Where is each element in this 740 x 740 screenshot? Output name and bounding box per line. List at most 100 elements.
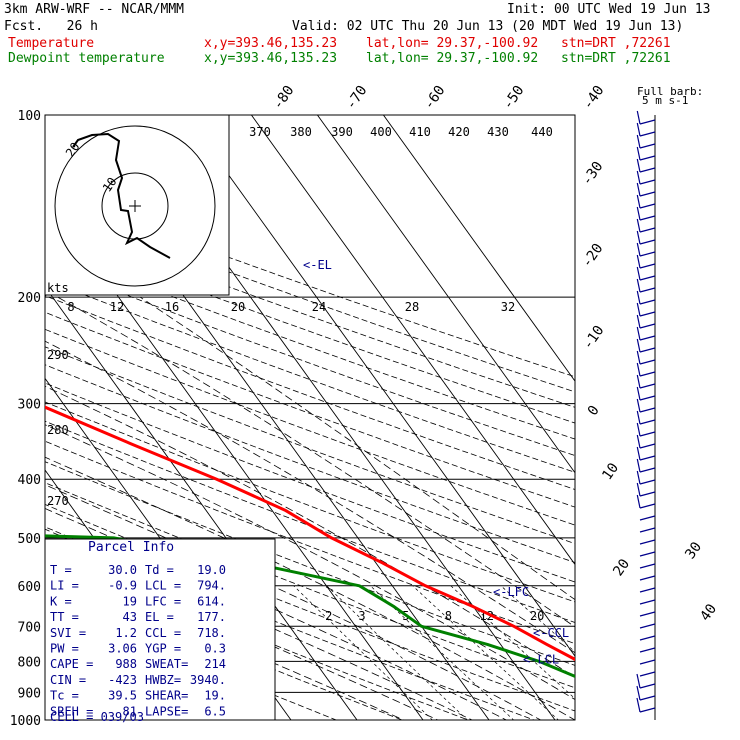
wind-barb-flag (636, 278, 641, 293)
wind-barb-staff (639, 119, 656, 125)
dry-adiabat-line (45, 247, 575, 440)
wind-barb-staff (639, 155, 656, 161)
wind-barb-staff (639, 227, 656, 233)
wind-barb-staff (639, 263, 656, 269)
isotherm-tick-label: 0 (585, 403, 603, 419)
mixing-ratio-label: 20 (530, 609, 544, 623)
isotherm-line (251, 115, 575, 566)
theta-label: 440 (531, 125, 553, 139)
dry-adiabat-line (45, 202, 575, 393)
wind-barb-flag (636, 194, 641, 209)
isotherm-tick-label: -10 (580, 323, 608, 353)
wind-barb-flag (636, 338, 641, 353)
dry-adiabat-line (45, 382, 575, 583)
wind-barb-flag (636, 254, 641, 269)
parcel-param-name: CAPE = (50, 657, 93, 671)
dewpoint-line (45, 534, 575, 679)
parcel-param-value: 988 (115, 657, 137, 671)
parcel-param-value: 718. (197, 626, 226, 640)
isotherm-tick-label: -30 (579, 159, 607, 189)
mixing-ratio-label: 2 (325, 609, 332, 623)
parcel-param-value: 794. (197, 579, 226, 593)
wind-barb-staff (639, 455, 656, 461)
wind-barb-flag (636, 422, 641, 437)
wind-barb-staff (639, 383, 656, 389)
isotherm-tick-label: 20 (610, 556, 633, 579)
wind-barb-flag (636, 482, 641, 497)
wind-barb-staff (639, 467, 656, 473)
parcel-param-name: CIN = (50, 673, 86, 687)
mixing-ratio-line (412, 585, 559, 720)
hodograph-axis-label: 16 (165, 300, 179, 314)
sounding-series (45, 405, 575, 679)
wind-barb-staff (639, 539, 656, 545)
parcel-param-value: 3940. (190, 673, 226, 687)
wind-barb-flag (636, 470, 641, 485)
wind-barb-staff (639, 311, 656, 317)
dewpoint-latlon: lat,lon= 29.37,-100.92 (366, 51, 539, 66)
theta-side-label: 290 (47, 348, 69, 362)
parcel-param-value: 3.06 (108, 642, 137, 656)
isobars: 100 200 300 400 500 600 700 800 900 1000 (10, 109, 575, 729)
wind-barb-staff (639, 527, 656, 533)
wind-barb-flag (636, 290, 641, 305)
moist-adiabat-line (139, 296, 575, 601)
hodograph-unit-label: kts (47, 281, 69, 295)
pressure-tick-label: 400 (18, 473, 41, 488)
wind-barb-flag (636, 242, 641, 257)
isotherm-tick-label: -70 (343, 83, 371, 113)
isotherm-tick-label: 30 (682, 539, 705, 562)
wind-barb-staff (639, 707, 656, 713)
wind-barb-flag (636, 494, 641, 509)
parcel-param-name: HWBZ= (145, 673, 181, 687)
wind-barb-flag (636, 266, 641, 281)
wind-barb-flag (636, 350, 641, 365)
wind-barb-staff (639, 647, 656, 653)
isotherm-tick-label: 40 (697, 601, 720, 624)
hodograph-frame (44, 114, 230, 296)
wind-barb-flag (636, 458, 641, 473)
isotherm-tick-label: -50 (500, 83, 528, 113)
wind-barb-flag (636, 673, 641, 689)
dewpoint-station: stn=DRT ,72261 (561, 51, 671, 66)
dry-adiabat-line (45, 346, 575, 545)
parcel-param-value: 6.5 (204, 704, 226, 718)
barb-key-value: 5 m s-1 (642, 94, 688, 107)
forecast-hour: Fcst. 26 h (4, 19, 98, 34)
wind-barb-staff (639, 299, 656, 305)
parcel-param-value: -0.9 (108, 579, 137, 593)
moist-adiabat-line (45, 484, 542, 720)
parcel-param-name: LCL = (145, 579, 181, 593)
wind-barb-flag (636, 398, 641, 413)
parcel-param-value: 81 (123, 704, 137, 718)
hodograph-ring-label: 10 (100, 175, 120, 195)
temperature-legend: Temperature (8, 36, 95, 51)
parcel-param-value: -423 (108, 673, 137, 687)
wind-barb-flag (636, 110, 641, 125)
hodograph-trace (72, 132, 171, 259)
wind-barb-staff (639, 275, 656, 281)
hodograph-axis-label: 32 (501, 300, 515, 314)
hodograph-axis-label: 24 (312, 300, 326, 314)
pressure-tick-label: 800 (18, 655, 41, 670)
theta-side-label: 280 (47, 423, 69, 437)
parcel-cell-value: CELL = 039/03 (50, 710, 144, 724)
wind-barb-flag (636, 122, 641, 137)
temperature-latlon: lat,lon= 29.37,-100.92 (366, 36, 539, 51)
wind-barb-staff (639, 551, 656, 557)
parcel-param-name: LFC = (145, 594, 181, 608)
wind-barb-flag (636, 170, 641, 185)
wind-barb-staff (639, 407, 656, 413)
mixing-ratio-line (326, 585, 468, 720)
dry-adiabat-line (45, 217, 575, 408)
wind-barb-staff (639, 395, 656, 401)
isotherm-tick-label: -80 (270, 83, 298, 113)
moist-adiabat-line (45, 340, 575, 654)
wind-barb-flag (636, 434, 641, 449)
level-marker: <-LCL (523, 652, 559, 666)
dewpoint-legend: Dewpoint temperature (8, 51, 165, 66)
parcel-info-box: Parcel Info T = 30.0 Td = 19.0 LI = -0.9 LCL = 7… (44, 538, 276, 724)
wind-barb-staff (639, 287, 656, 293)
wind-barb-flag (636, 386, 641, 401)
wind-barb-flag (636, 326, 641, 341)
